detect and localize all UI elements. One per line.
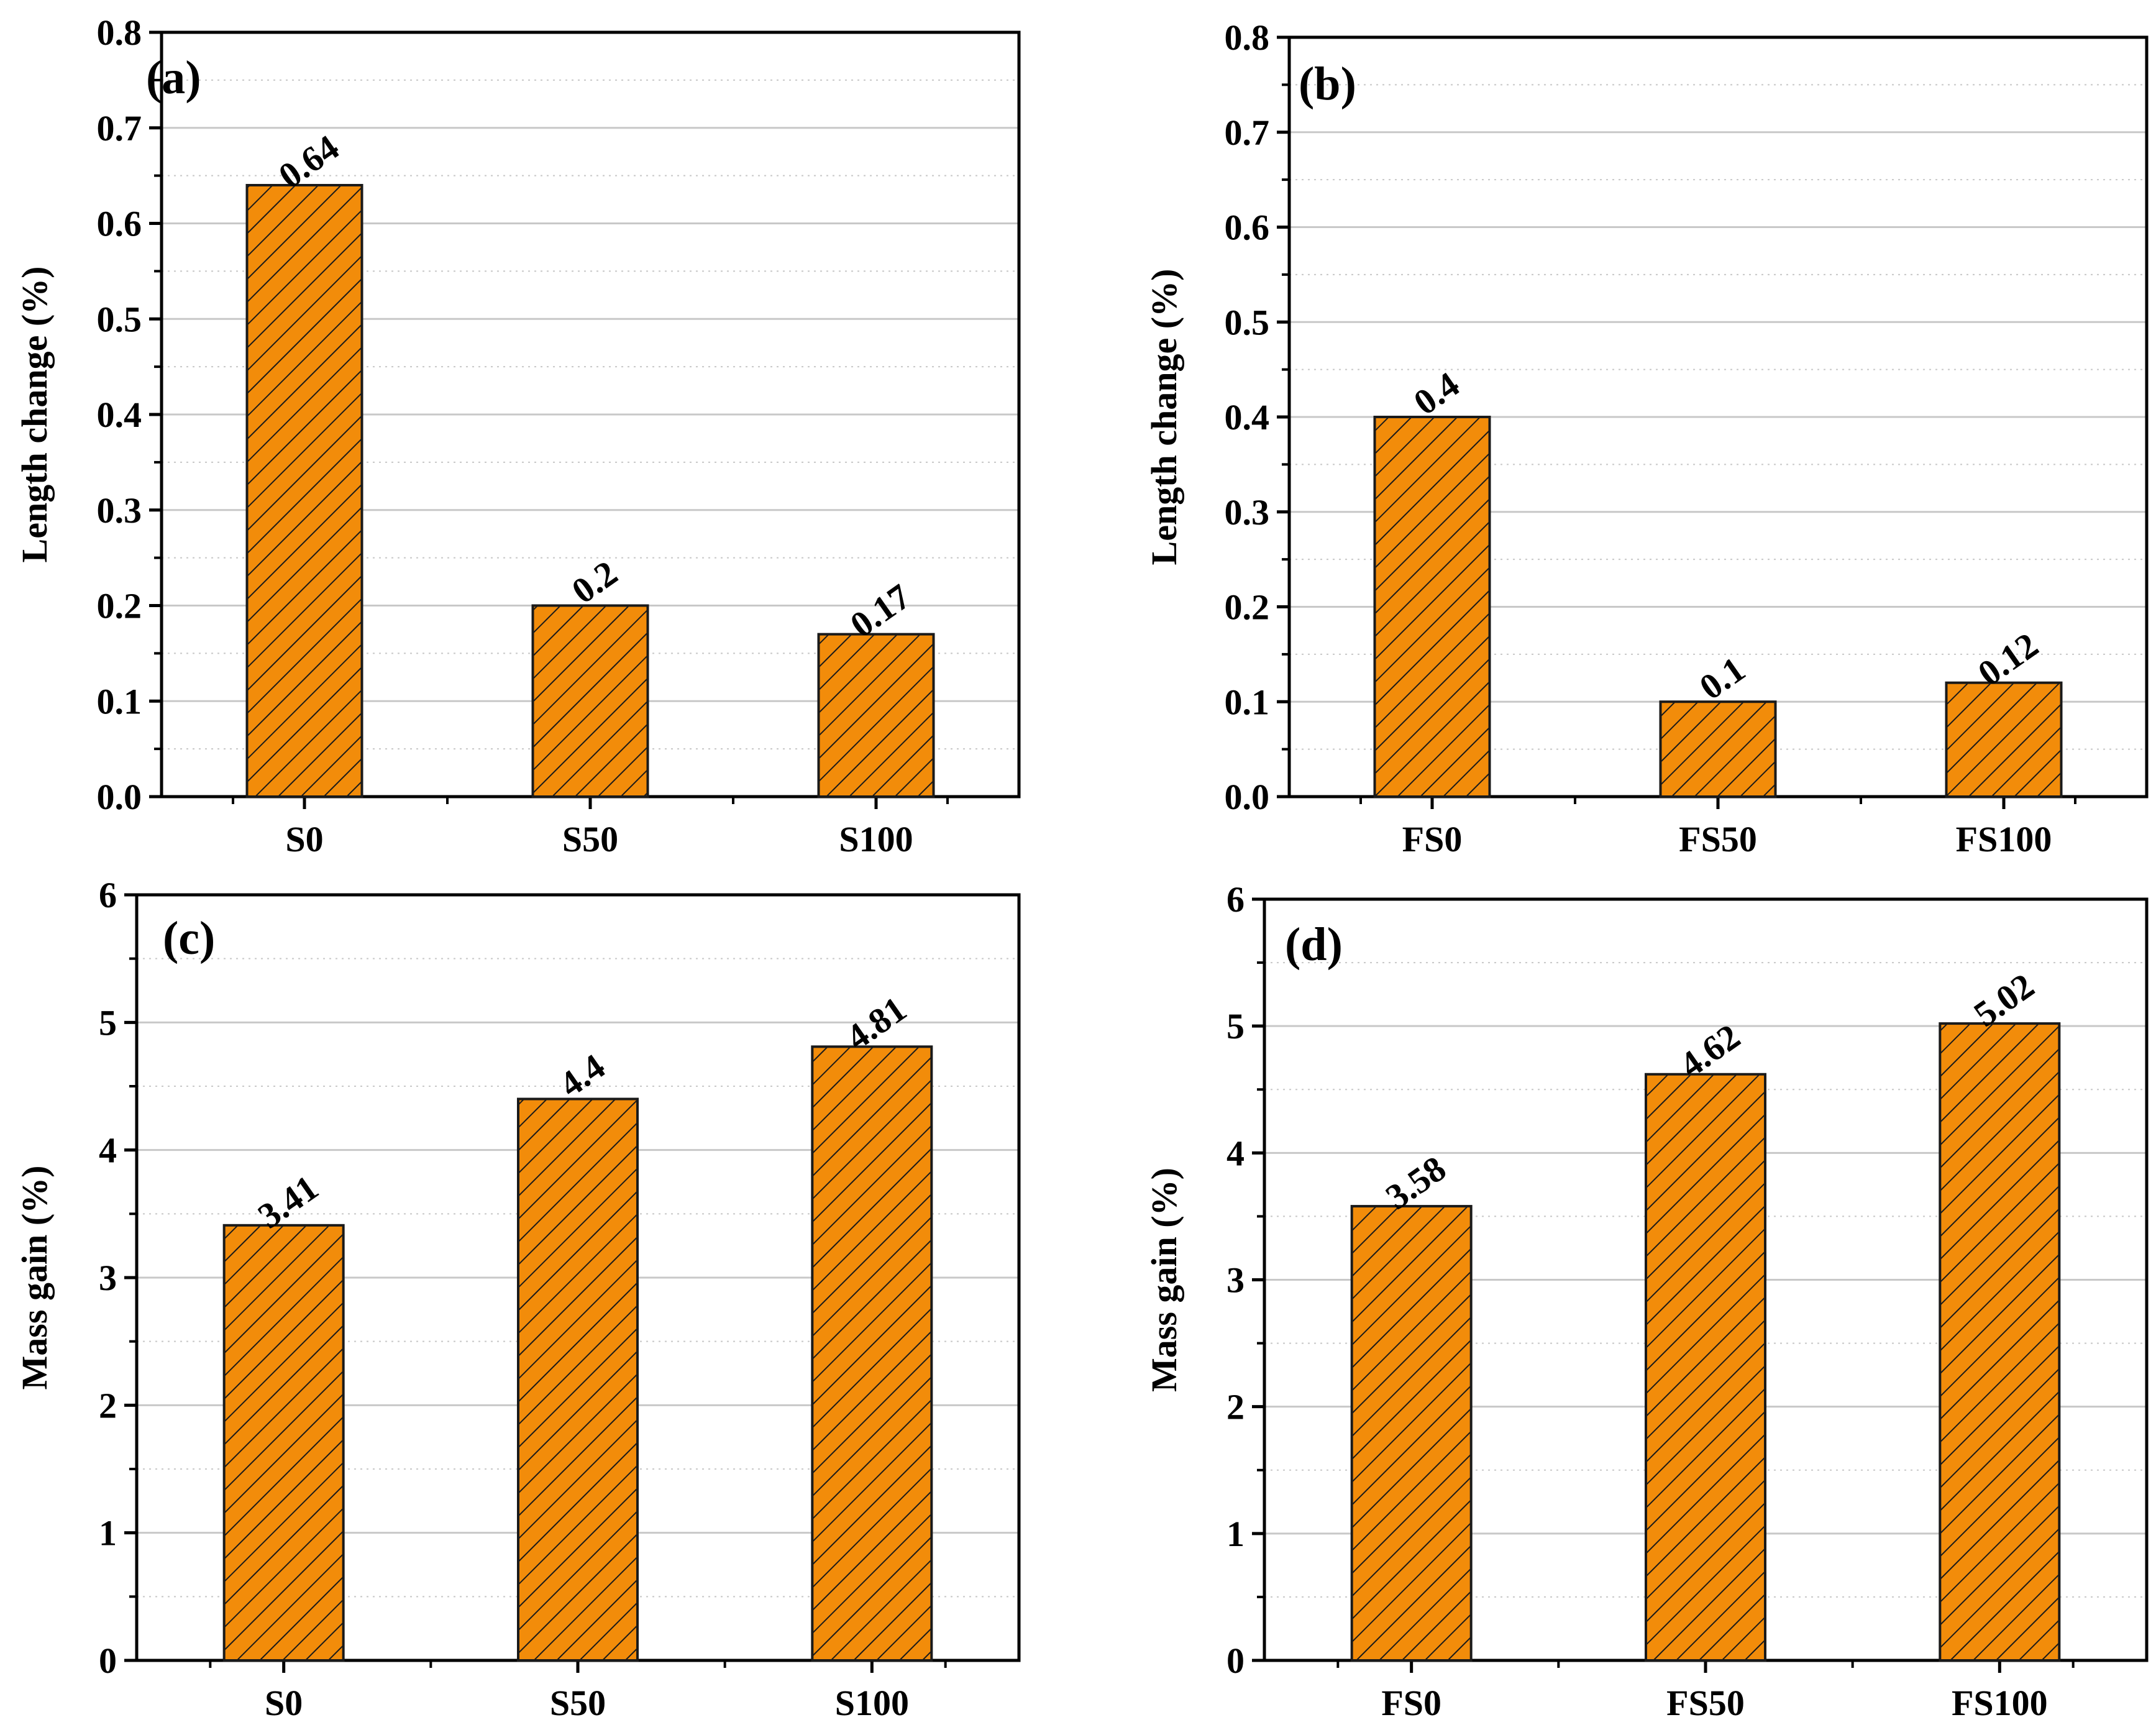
y-tick-label: 4 — [99, 1130, 117, 1171]
y-tick-label: 0.4 — [97, 395, 142, 435]
bar-fs100 — [1939, 1022, 2061, 1662]
y-tick-label: 0.8 — [97, 12, 142, 53]
y-tick-label: 1 — [99, 1513, 117, 1554]
y-tick-label: 0.3 — [1225, 492, 1270, 533]
bar-s50 — [531, 604, 649, 798]
bar-fs0 — [1350, 1205, 1473, 1662]
x-tick-label: FS50 — [1666, 1683, 1745, 1723]
bar-s100 — [817, 633, 935, 798]
y-tick-label: 1 — [1226, 1514, 1245, 1554]
x-tick-label: FS100 — [1952, 1683, 2048, 1723]
y-tick-label: 0 — [1226, 1641, 1245, 1681]
bar-fs50 — [1645, 1073, 1766, 1662]
data-label: 0.4 — [1406, 364, 1466, 423]
y-tick-label: 3 — [99, 1258, 117, 1298]
y-tick-label: 0.5 — [97, 299, 142, 339]
x-tick-label: FS0 — [1402, 819, 1463, 859]
panel-label: (b) — [1299, 58, 1356, 110]
y-tick-label: 2 — [1226, 1387, 1245, 1427]
y-tick-label: 0 — [99, 1641, 117, 1681]
y-tick-label: 0.5 — [1225, 302, 1270, 342]
panel-b: 0.0 0.1 0.2 0.3 0.4 0.5 0.6 0.7 0.8 0.4 FS0 0.1 FS50… — [1144, 17, 2149, 859]
bar-fs100 — [1945, 681, 2063, 798]
y-tick-label: 5 — [1226, 1006, 1245, 1046]
y-tick-label: 0.6 — [97, 204, 142, 244]
y-tick-label: 0.0 — [1225, 777, 1270, 817]
bar-fs0 — [1373, 416, 1491, 798]
y-tick-label: 3 — [1226, 1260, 1245, 1301]
y-tick-label: 0.2 — [97, 586, 142, 626]
panel-label: (d) — [1285, 918, 1343, 971]
x-tick-label: S50 — [550, 1683, 606, 1723]
y-tick-label: 5 — [99, 1002, 117, 1043]
data-label: 4.4 — [552, 1046, 612, 1105]
y-tick-label: 0.3 — [97, 490, 142, 531]
y-tick-label: 0.1 — [1225, 682, 1270, 722]
y-tick-label: 0.4 — [1225, 397, 1270, 437]
bar-s50 — [517, 1097, 639, 1662]
data-label: 0.2 — [564, 552, 624, 611]
bar-s100 — [811, 1045, 933, 1662]
x-tick-label: FS100 — [1956, 819, 2052, 859]
x-tick-label: S100 — [835, 1683, 909, 1723]
y-tick-label: 6 — [99, 875, 117, 915]
panel-label: (a) — [146, 52, 201, 104]
x-tick-label: S100 — [839, 819, 913, 859]
panel-label: (c) — [163, 912, 215, 964]
y-tick-label: 0.8 — [1225, 17, 1270, 58]
y-tick-label: 0.1 — [97, 681, 142, 721]
data-label: 0.1 — [1692, 649, 1752, 708]
y-tick-label: 0.6 — [1225, 208, 1270, 248]
y-tick-label: 6 — [1226, 879, 1245, 920]
y-tick-label: 0.2 — [1225, 587, 1270, 628]
panel-a: 0.00.10.20.30.40.50.60.70.80.64S00.2S500… — [14, 12, 1021, 859]
y-axis-title: Mass gain (%) — [1144, 1168, 1184, 1392]
bar-fs50 — [1659, 700, 1777, 798]
y-tick-label: 2 — [99, 1385, 117, 1426]
y-axis-title: Mass gain (%) — [14, 1166, 55, 1390]
x-tick-label: S50 — [562, 819, 618, 859]
y-axis-title: Length change (%) — [1144, 269, 1184, 565]
bar-s0 — [245, 184, 363, 798]
bar-s0 — [222, 1224, 345, 1662]
y-axis-title: Length change (%) — [14, 267, 55, 563]
y-tick-label: 0.7 — [1225, 112, 1270, 153]
y-tick-label: 0.0 — [97, 777, 142, 817]
x-tick-label: S0 — [285, 819, 323, 859]
x-tick-label: FS50 — [1679, 819, 1757, 859]
y-tick-label: 0.7 — [97, 108, 142, 149]
x-tick-label: FS0 — [1381, 1683, 1441, 1723]
x-tick-label: S0 — [265, 1683, 303, 1723]
y-tick-label: 4 — [1226, 1133, 1245, 1173]
